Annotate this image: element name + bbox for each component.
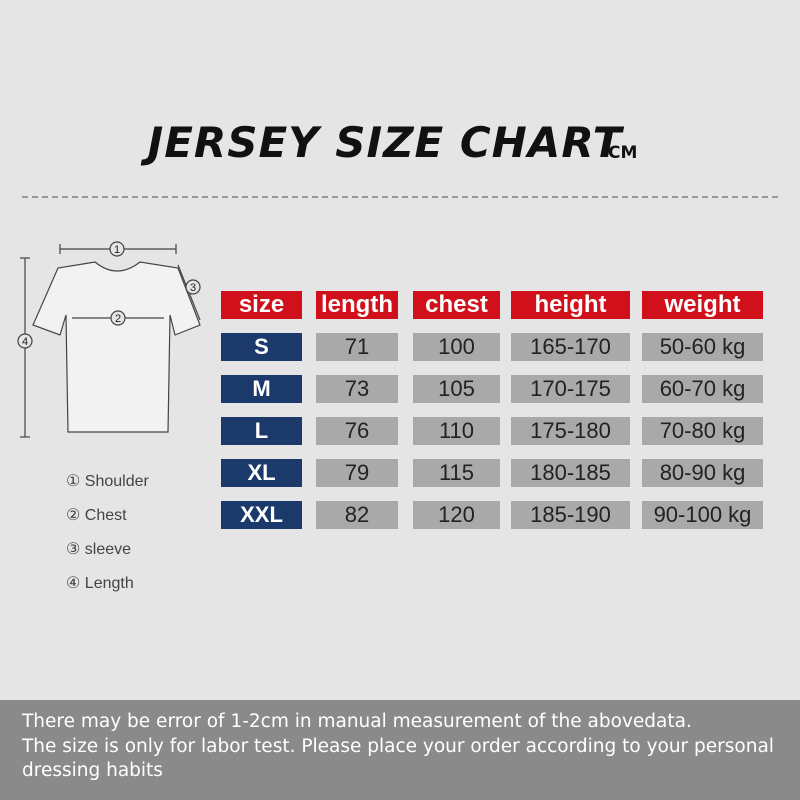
header-cell: chest bbox=[413, 291, 500, 319]
header-cell: height bbox=[511, 291, 630, 319]
value-cell: 105 bbox=[413, 375, 500, 403]
header-cell: weight bbox=[642, 291, 763, 319]
footer-line: The size is only for labor test. Please … bbox=[22, 735, 774, 757]
size-cell: XXL bbox=[221, 501, 302, 529]
size-cell: L bbox=[221, 417, 302, 445]
divider bbox=[22, 196, 778, 198]
header-cell: length bbox=[316, 291, 398, 319]
marker: 3 bbox=[190, 282, 196, 294]
value-cell: 100 bbox=[413, 333, 500, 361]
footer: There may be error of 1-2cm in manual me… bbox=[0, 700, 800, 800]
unit: CM bbox=[608, 143, 638, 163]
legend-item: ① Shoulder bbox=[66, 473, 149, 490]
marker: 1 bbox=[114, 244, 120, 256]
value-cell: 120 bbox=[413, 501, 500, 529]
shirt-outline bbox=[32, 261, 201, 433]
marker: 4 bbox=[22, 336, 28, 348]
footer-line: dressing habits bbox=[22, 760, 163, 781]
footer-line: There may be error of 1-2cm in manual me… bbox=[22, 711, 692, 732]
value-cell: 70-80 kg bbox=[642, 417, 763, 445]
size-cell: S bbox=[221, 333, 302, 361]
shirt-diagram: 1 2 3 4 bbox=[17, 241, 201, 438]
value-cell: 71 bbox=[316, 333, 398, 361]
value-cell: 73 bbox=[316, 375, 398, 403]
value-cell: 110 bbox=[413, 417, 500, 445]
value-cell: 60-70 kg bbox=[642, 375, 763, 403]
value-cell: 90-100 kg bbox=[642, 501, 763, 529]
value-cell: 180-185 bbox=[511, 459, 630, 487]
marker-circle bbox=[110, 310, 126, 326]
value-cell: 175-180 bbox=[511, 417, 630, 445]
value-cell: 80-90 kg bbox=[642, 459, 763, 487]
marker: 2 bbox=[115, 313, 121, 325]
value-cell: 50-60 kg bbox=[642, 333, 763, 361]
value-cell: 82 bbox=[316, 501, 398, 529]
marker-circle bbox=[185, 279, 201, 295]
title: JERSEY SIZE CHART bbox=[147, 118, 623, 167]
size-cell: XL bbox=[221, 459, 302, 487]
value-cell: 115 bbox=[413, 459, 500, 487]
legend-item: ② Chest bbox=[66, 507, 127, 524]
legend-item: ④ Length bbox=[66, 575, 134, 592]
marker-circle bbox=[17, 333, 33, 349]
value-cell: 79 bbox=[316, 459, 398, 487]
size-cell: M bbox=[221, 375, 302, 403]
value-cell: 185-190 bbox=[511, 501, 630, 529]
marker-circle bbox=[109, 241, 125, 257]
value-cell: 76 bbox=[316, 417, 398, 445]
legend-item: ③ sleeve bbox=[66, 541, 132, 558]
value-cell: 170-175 bbox=[511, 375, 630, 403]
value-cell: 165-170 bbox=[511, 333, 630, 361]
header-cell: size bbox=[221, 291, 302, 319]
